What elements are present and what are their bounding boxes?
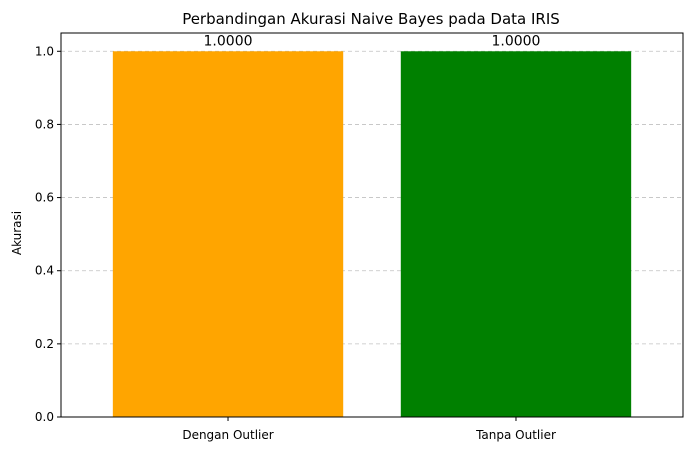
y-tick-label: 1.0	[35, 44, 54, 58]
bar-value-label: 1.0000	[491, 33, 540, 49]
bar-value-label: 1.0000	[204, 33, 253, 49]
labels-layer: 1.0000 1.0000 0.0 0.2 0.4 0.6 0.8 1.0 Dengan Out…	[35, 33, 556, 442]
bars-layer	[112, 51, 632, 418]
y-tick-label: 0.4	[35, 264, 54, 278]
y-axis-label: Akurasi	[10, 211, 24, 255]
y-tick-label: 0.8	[35, 117, 54, 131]
y-tick-label: 0.2	[35, 337, 54, 351]
x-tick-label: Dengan Outlier	[182, 428, 273, 442]
bar	[112, 51, 344, 418]
chart-title: Perbandingan Akurasi Naive Bayes pada Da…	[182, 10, 560, 28]
y-tick-label: 0.6	[35, 191, 54, 205]
y-tick-label: 0.0	[35, 410, 54, 424]
bar	[400, 51, 632, 418]
x-tick-label: Tanpa Outlier	[475, 428, 556, 442]
plot-frame	[60, 32, 684, 418]
axes-layer	[57, 32, 684, 421]
